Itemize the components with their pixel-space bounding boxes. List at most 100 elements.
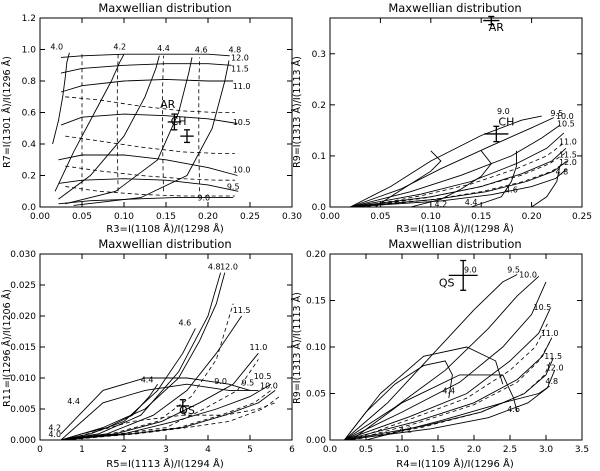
panel-3-xtick-label-6: 6 — [289, 445, 295, 455]
panel-4-xtick-label-1: 0.5 — [359, 445, 373, 455]
panel-2-line-log-ne-11-0 — [350, 147, 567, 207]
panel-3-observation-label-qs: QS — [179, 404, 195, 417]
panel-2-title: Maxwellian distribution — [388, 1, 521, 15]
panel-1-line-log-ne-9-0 — [58, 197, 234, 205]
panel-3-xlabel: R5=I(1113 Å)/I(1294 Å) — [106, 457, 224, 470]
panel-1-annotation-1: 4.2 — [113, 43, 126, 52]
panel-2-line-log-ne-9-5 — [350, 117, 554, 207]
panel-1-xtick-label-0: 0.00 — [30, 212, 50, 222]
panel-2-ylabel: R9=I(1313 Å)/I(1113 Å) — [291, 56, 303, 168]
panel-3-ytick-label-6: 0.030 — [10, 250, 36, 260]
panel-1-line-log-t-4-2 — [54, 53, 125, 192]
panel-4-line-log-ne-10-0 — [344, 281, 547, 440]
panel-1-line-kappa-log-ne-10-0 — [65, 165, 235, 181]
panel-3-ytick-label-1: 0.005 — [10, 405, 36, 415]
panel-3-xtick-label-2: 2 — [121, 445, 127, 455]
panel-1-annotation-5: 12.0 — [231, 54, 249, 63]
panel-3-ylabel: R11=I(1296 Å)/I(1206 Å) — [1, 289, 13, 407]
panel-1-xtick-label-5: 0.25 — [240, 212, 260, 222]
panel-2-annotation-0: 9.0 — [497, 107, 510, 116]
panel-1-line-kappa-log-ne-11-0 — [65, 96, 235, 113]
panel-4: Maxwellian distribution R4=I(1109 Å)/I(1… — [291, 237, 589, 470]
panel-2-axes-frame — [329, 17, 583, 208]
panel-1-annotation-11: 9.0 — [197, 194, 210, 203]
panel-3-line-log-ne-11-5 — [60, 315, 242, 440]
panel-2-line-log-t-4-2 — [375, 150, 442, 207]
panel-2-ytick-label-0: 0.0 — [312, 203, 327, 213]
panel-4-observation-qs: QS — [439, 259, 478, 291]
panel-2-observation-ch: CH — [484, 115, 514, 143]
panel-4-line-log-t-4-4 — [344, 346, 504, 440]
panel-2-line-log-ne-10-0 — [350, 124, 561, 207]
panel-1-line-log-ne-11-0 — [60, 78, 234, 93]
panel-1-line-log-ne-12-0 — [60, 53, 230, 58]
panel-3-line-kappa-log-ne-11-0 — [65, 359, 259, 440]
panel-2-annotation-3: 10.5 — [557, 119, 575, 128]
panel-2-line-kappa-log-ne-10-0 — [360, 142, 565, 207]
panel-4-annotation-9: 4.4 — [442, 387, 455, 396]
panel-4-annotation-4: 11.0 — [541, 329, 559, 338]
panel-3-line-kappa-log-ne-9-5 — [65, 402, 276, 440]
panel-2-annotation-4: 11.0 — [559, 138, 577, 147]
panel-2-line-log-t-4-4 — [410, 150, 492, 207]
panel-3-line-log-ne-10-0 — [60, 390, 276, 440]
panel-2-observation-label-ar: AR — [489, 21, 505, 34]
panel-1-annotation-4: 4.8 — [229, 46, 242, 55]
panel-3-annotation-5: 10.5 — [254, 372, 272, 381]
panel-1-observation-ar: AR — [160, 98, 182, 131]
panel-4-line-log-ne-9-5 — [344, 275, 540, 440]
panel-4-annotation-0: 9.0 — [464, 266, 477, 275]
panel-1-ytick-label-6: 1.2 — [22, 14, 36, 24]
panel-4-line-log-ne-9-0 — [344, 274, 518, 440]
panel-4-annotation-2: 10.0 — [519, 270, 537, 279]
panel-4-xtick-label-6: 3.0 — [539, 445, 554, 455]
panel-2-observation-label-ch: CH — [498, 115, 514, 128]
panel-4-xlabel: R4=I(1109 Å)/I(1296 Å) — [396, 457, 514, 470]
panel-3-line-log-t-4-6 — [60, 328, 196, 440]
panel-1-xlabel: R3=I(1108 Å)/I(1298 Å) — [106, 222, 224, 235]
panel-2-annotation-1: 9.5 — [550, 109, 563, 118]
panel-1-xtick-label-1: 0.05 — [72, 212, 92, 222]
panel-2-plot-area: 0.00 0.05 0.10 0.15 0.20 0.25 0.0 0.1 0.2 0.3 9.0 9… — [312, 15, 592, 222]
panel-1-line-kappa-log-ne-10-5 — [65, 135, 235, 154]
panel-4-annotation-6: 12.0 — [546, 363, 564, 372]
panel-4-xtick-label-4: 2.0 — [467, 445, 482, 455]
panel-2-xlabel: R3=I(1108 Å)/I(1298 Å) — [396, 222, 514, 235]
panel-2-line-kappa-log-ne-10-5 — [360, 153, 566, 207]
panel-4-xtick-label-0: 0.0 — [323, 445, 338, 455]
panel-4-line-log-ne-10-5 — [344, 309, 551, 440]
panel-3-ytick-label-0: 0.000 — [10, 436, 36, 446]
panel-4-line-kappa-log-ne-10-0 — [351, 323, 548, 440]
panel-4-ytick-label-2: 0.10 — [306, 343, 326, 353]
panel-4-annotation-10: 4.2 — [399, 426, 412, 435]
panel-2-annotation-9: 4.4 — [465, 198, 478, 207]
panel-4-xtick-label-7: 3.5 — [575, 445, 589, 455]
panel-3-annotation-10: 4.4 — [67, 397, 80, 406]
panel-1-observation-ch: CH — [171, 115, 194, 144]
panel-3-observation-qs: QS — [176, 399, 195, 417]
panel-4-ylabel: R9=I(1313 Å)/I(1113 Å) — [291, 292, 303, 404]
panel-4-xtick-label-2: 1.0 — [395, 445, 410, 455]
panel-1-annotation-3: 4.6 — [195, 46, 208, 55]
panel-1-ytick-label-1: 0.2 — [22, 172, 36, 182]
panel-1-line-log-ne-11-5 — [60, 63, 232, 74]
panel-1-ytick-label-2: 0.4 — [22, 140, 37, 150]
panel-2-annotation-6: 12.0 — [559, 158, 577, 167]
panel-3-ytick-label-4: 0.020 — [10, 312, 36, 322]
panel-2-xtick-label-3: 0.15 — [471, 212, 491, 222]
panel-2-annotation-8: 4.6 — [505, 186, 518, 195]
panel-1-ytick-label-0: 0.0 — [22, 203, 37, 213]
panel-2-ytick-label-3: 0.3 — [312, 50, 326, 60]
panel-4-annotation-5: 11.5 — [544, 352, 562, 361]
panel-3-ytick-label-5: 0.025 — [10, 281, 36, 291]
panel-3-line-log-t-4-4 — [60, 383, 158, 440]
panel-4-xtick-label-5: 2.5 — [503, 445, 517, 455]
panel-1-xtick-label-3: 0.15 — [156, 212, 176, 222]
panel-3-annotation-12: 4.0 — [48, 430, 61, 439]
panel-2-line-log-ne-11-5 — [350, 160, 568, 207]
panel-3-plot-area: 0 1 2 3 4 5 6 0.000 0.005 0.010 0.015 0.020 0.025 0.0… — [10, 250, 295, 455]
panel-1-plot-area: 0.00 0.05 0.10 0.15 0.20 0.25 0.30 0.0 0.2 0.4 0.6… — [22, 14, 303, 222]
panel-4-series-group — [344, 274, 556, 440]
